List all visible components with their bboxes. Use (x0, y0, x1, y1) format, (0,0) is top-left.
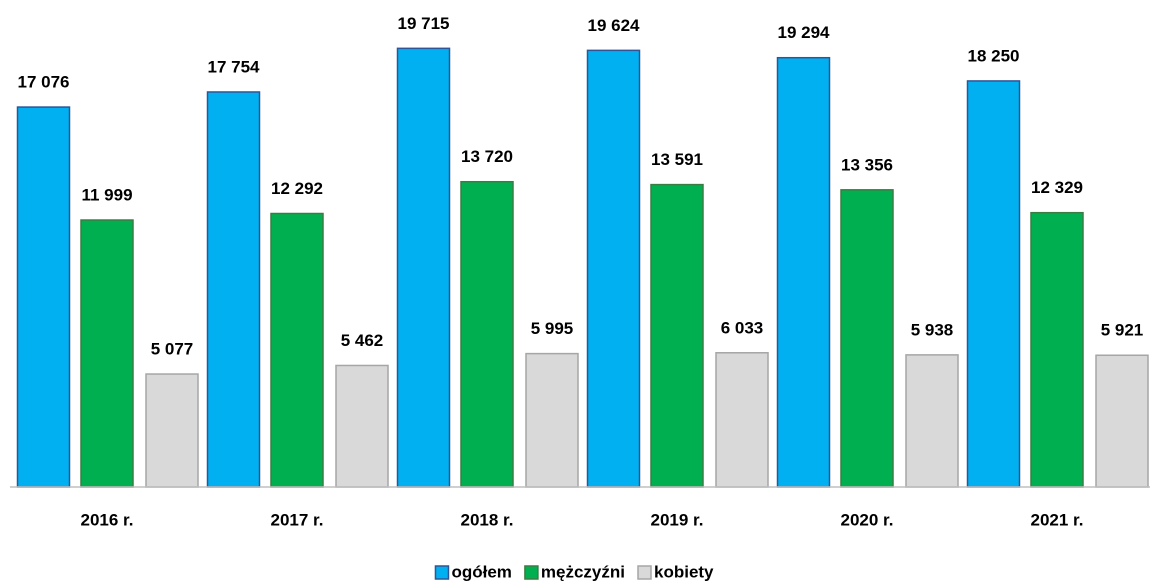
legend-swatch (524, 565, 539, 580)
bar (270, 212, 324, 488)
data-label: 19 294 (778, 23, 831, 42)
legend-label: kobiety (654, 562, 714, 581)
x-tick-label: 2018 r. (461, 510, 514, 529)
bar (715, 352, 769, 488)
data-label: 5 077 (151, 340, 194, 359)
bar (905, 354, 959, 488)
legend-swatch (434, 565, 450, 580)
x-tick-label: 2017 r. (271, 510, 324, 529)
legend-label: mężczyźni (541, 562, 625, 581)
data-label: 17 076 (18, 73, 70, 92)
data-label: 17 754 (208, 57, 261, 76)
bar (460, 180, 514, 488)
bar (396, 47, 451, 488)
data-label: 5 462 (341, 331, 384, 350)
bar (145, 373, 199, 488)
bar (966, 80, 1021, 488)
bar (206, 91, 261, 488)
bar (776, 56, 831, 488)
bar (16, 106, 71, 488)
data-label: 5 921 (1101, 321, 1144, 340)
data-label: 13 356 (841, 155, 893, 174)
data-label: 5 938 (911, 320, 954, 339)
x-tick-label: 2016 r. (81, 510, 134, 529)
x-tick-label: 2020 r. (841, 510, 894, 529)
bar (1030, 211, 1084, 488)
bar (525, 352, 579, 488)
bar (335, 364, 389, 488)
legend-label: ogółem (451, 562, 511, 581)
data-label: 6 033 (721, 318, 764, 337)
data-label: 18 250 (968, 46, 1020, 65)
bar (586, 49, 641, 488)
bar (840, 189, 894, 488)
data-label: 19 624 (588, 16, 641, 35)
x-tick-label: 2021 r. (1031, 510, 1084, 529)
x-tick-label: 2019 r. (651, 510, 704, 529)
bar (650, 183, 704, 488)
data-label: 12 292 (271, 179, 323, 198)
data-label: 13 591 (651, 150, 703, 169)
data-label: 5 995 (531, 319, 574, 338)
data-label: 13 720 (461, 147, 513, 166)
bar (1095, 354, 1149, 488)
bar (80, 219, 134, 488)
data-label: 19 715 (398, 14, 450, 33)
data-label: 12 329 (1031, 178, 1083, 197)
legend-swatch (637, 565, 652, 580)
data-label: 11 999 (81, 186, 132, 205)
